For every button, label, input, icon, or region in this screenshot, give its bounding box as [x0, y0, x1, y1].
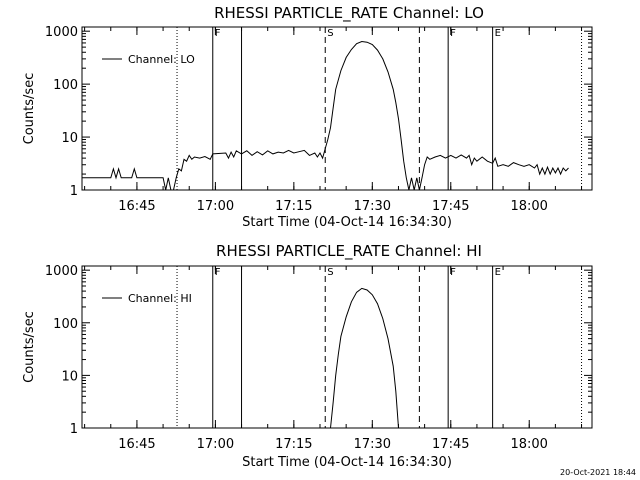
event-marker-label: E [495, 267, 501, 278]
data-series-line [330, 287, 399, 429]
event-marker-label: F [450, 28, 456, 39]
x-tick-label: 17:45 [432, 199, 469, 214]
y-tick-label: 1 [70, 422, 78, 437]
plot-frame [81, 265, 593, 429]
x-tick-label: 16:45 [118, 199, 155, 214]
legend-label: Channel: LO [128, 53, 195, 66]
chart-title: RHESSI PARTICLE_RATE Channel: HI [216, 242, 482, 261]
legend-label: Channel: HI [128, 292, 192, 305]
plot-frame [81, 26, 593, 191]
x-tick-label: 17:00 [197, 199, 234, 214]
plot-timestamp: 20-Oct-2021 18:44 [560, 468, 636, 477]
y-tick-label: 10 [61, 131, 78, 146]
y-tick-label: 100 [53, 78, 78, 93]
x-tick-label: 16:45 [118, 437, 155, 452]
x-axis-label: Start Time (04-Oct-14 16:34:30) [242, 455, 452, 470]
x-axis-label: Start Time (04-Oct-14 16:34:30) [242, 215, 452, 230]
event-marker-label: E [495, 28, 501, 39]
x-tick-label: 17:15 [275, 199, 312, 214]
y-axis-label: Counts/sec [22, 73, 37, 145]
y-tick-label: 1000 [45, 264, 78, 279]
x-tick-label: 17:30 [354, 437, 391, 452]
x-tick-label: 17:30 [354, 199, 391, 214]
y-tick-label: 1000 [45, 25, 78, 40]
y-tick-label: 10 [61, 369, 78, 384]
event-marker-label: F [450, 267, 456, 278]
event-marker-label: S [327, 28, 333, 39]
x-tick-label: 17:45 [432, 437, 469, 452]
event-marker-label: F [215, 28, 221, 39]
y-tick-label: 1 [70, 184, 78, 199]
chart-panel-2: RHESSI PARTICLE_RATE Channel: HI Counts/s… [22, 242, 593, 470]
x-tick-label: 18:00 [510, 199, 547, 214]
chart-panel-1: RHESSI PARTICLE_RATE Channel: LO Counts/s… [22, 4, 593, 230]
x-tick-label: 17:00 [197, 437, 234, 452]
y-axis-label: Counts/sec [22, 311, 37, 383]
chart-title: RHESSI PARTICLE_RATE Channel: LO [214, 4, 484, 23]
data-series-line [82, 40, 569, 191]
x-tick-label: 17:15 [275, 437, 312, 452]
event-marker-label: S [327, 267, 333, 278]
x-tick-label: 18:00 [510, 437, 547, 452]
event-marker-label: F [215, 267, 221, 278]
y-tick-label: 100 [53, 317, 78, 332]
